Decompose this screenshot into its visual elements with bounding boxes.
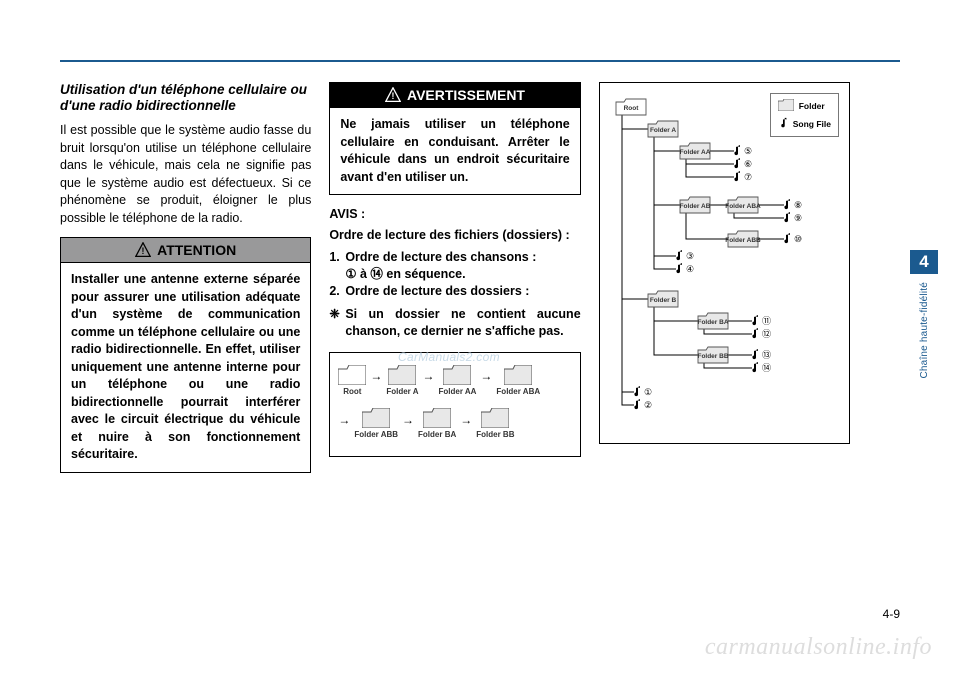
path-folder-label: Folder AA [438,386,476,399]
folder-icon [338,365,366,385]
ordered-list: 1. Ordre de lecture des chansons : ① à ⑭… [329,249,580,300]
column-3: Folder Song File RootFolder AFolder AA⑤⑥… [599,82,850,485]
svg-text:⑩: ⑩ [794,234,802,244]
svg-text:Folder ABA: Folder ABA [725,203,761,210]
folder-icon [388,365,416,385]
svg-text:⑤: ⑤ [744,146,752,156]
col1-body: Il est possible que le système audio fas… [60,122,311,227]
arrow-icon: → [370,367,382,396]
warning-title: AVERTISSEMENT [407,87,525,103]
tree-svg: Root Folder A Folder AA ⑤ ⑥ ⑦ Folder AB Folder … [608,91,844,435]
svg-text:Folder BB: Folder BB [697,353,728,360]
attention-body: Installer une antenne externe séparée po… [61,263,310,472]
column-2: ! AVERTISSEMENT Ne jamais utiliser un té… [329,82,580,485]
svg-text:Folder AA: Folder AA [679,149,710,156]
svg-text:⑥: ⑥ [744,159,752,169]
path-folder: Folder BB [476,408,514,442]
path-row-2: → Folder ABB → Folder BA → Folder BB [338,408,571,442]
path-folder-label: Root [343,386,361,399]
warning-callout: ! AVERTISSEMENT Ne jamais utiliser un té… [329,82,580,195]
folder-icon [443,365,471,385]
path-folder: Folder BA [418,408,456,442]
folder-tree-diagram: Folder Song File RootFolder AFolder AA⑤⑥… [599,82,850,444]
warning-body: Ne jamais utiliser un téléphone cellulai… [330,108,579,194]
path-folder: Folder AA [438,365,476,399]
folder-icon [481,408,509,428]
watermark-mid: CarManuals2.com [398,350,500,364]
svg-text:⑬: ⑬ [762,350,771,360]
svg-text:Folder AB: Folder AB [679,203,710,210]
attention-callout: ! ATTENTION Installer une antenne extern… [60,237,311,473]
folder-icon [362,408,390,428]
path-row-1: Root → Folder A → Folder AA → Folder ABA [338,365,571,399]
svg-text:Folder A: Folder A [650,127,676,134]
manual-page: Utilisation d'un téléphone cellulaire ou… [0,0,960,677]
folder-icon [423,408,451,428]
svg-text:⑨: ⑨ [794,213,802,223]
top-rule [60,60,900,62]
path-folder: Folder A [386,365,418,399]
arrow-icon: → [422,367,434,396]
section-label: Chaîne haute-fidélité [919,282,930,379]
list-num-1: 1. [329,249,345,283]
warning-header: ! AVERTISSEMENT [330,83,579,108]
watermark-footer: carmanualsonline.info [705,634,932,661]
folder-icon [504,365,532,385]
path-folder: Folder ABB [354,408,398,442]
path-folder-label: Folder BB [476,429,514,442]
attention-title: ATTENTION [157,242,236,258]
svg-text:Folder ABB: Folder ABB [725,237,761,244]
bullet-text: Si un dossier ne contient aucune chanson… [345,306,580,340]
bullet-note: ❈ Si un dossier ne contient aucune chans… [329,306,580,340]
arrow-icon: → [402,411,414,440]
svg-text:③: ③ [686,251,694,261]
svg-text:⑭: ⑭ [762,363,771,373]
attention-header: ! ATTENTION [61,238,310,263]
attention-icon: ! [135,242,151,258]
arrow-icon: → [338,411,350,440]
svg-text:④: ④ [686,264,694,274]
svg-text:②: ② [644,400,652,410]
avis-subtitle: Ordre de lecture des fichiers (dossiers)… [329,227,580,243]
svg-text:Folder B: Folder B [649,297,676,304]
list-text-2: Ordre de lecture des dossiers : [345,283,580,300]
path-folder-label: Folder A [386,386,418,399]
section-tab: 4 Chaîne haute-fidélité [910,250,938,379]
section-number: 4 [910,250,938,274]
svg-text:⑧: ⑧ [794,200,802,210]
content-columns: Utilisation d'un téléphone cellulaire ou… [60,82,850,485]
path-folder-label: Folder ABB [354,429,398,442]
list-text-1: Ordre de lecture des chansons : ① à ⑭ en… [345,249,580,283]
arrow-icon: → [480,367,492,396]
svg-text:!: ! [392,91,395,101]
svg-text:!: ! [142,246,145,256]
folder-path-diagram: Root → Folder A → Folder AA → Folder ABA… [329,352,580,458]
path-folder-label: Folder BA [418,429,456,442]
svg-text:⑪: ⑪ [762,316,771,326]
list-num-2: 2. [329,283,345,300]
column-1: Utilisation d'un téléphone cellulaire ou… [60,82,311,485]
svg-text:⑦: ⑦ [744,172,752,182]
list-item-2: 2. Ordre de lecture des dossiers : [329,283,580,300]
svg-text:Folder BA: Folder BA [697,319,728,326]
path-folder-label: Folder ABA [496,386,540,399]
svg-text:①: ① [644,387,652,397]
path-folder: Folder ABA [496,365,540,399]
bullet-symbol: ❈ [329,306,345,340]
svg-text:Root: Root [623,105,639,112]
svg-text:⑫: ⑫ [762,329,771,339]
page-number: 4-9 [883,607,900,621]
warning-icon: ! [385,87,401,103]
path-folder: Root [338,365,366,399]
arrow-icon: → [460,411,472,440]
list-item-1: 1. Ordre de lecture des chansons : ① à ⑭… [329,249,580,283]
avis-label: AVIS : [329,207,580,221]
col1-heading: Utilisation d'un téléphone cellulaire ou… [60,82,311,114]
